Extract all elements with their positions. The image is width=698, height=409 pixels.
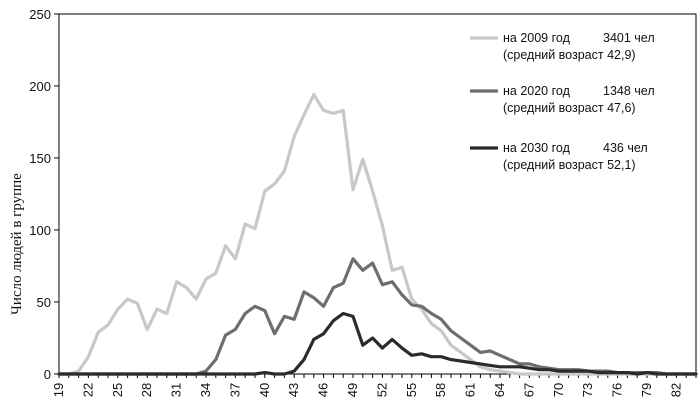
x-tick-label: 25 <box>110 383 125 397</box>
plot-frame <box>58 13 697 375</box>
y-axis-label: Число людей в группе <box>9 173 25 315</box>
x-tick-label: 61 <box>463 383 478 397</box>
legend-name-1: на 2009 год <box>503 31 571 45</box>
x-tick-label: 76 <box>610 383 625 397</box>
legend-mean-age-1: (средний возраст 42,9) <box>503 48 636 62</box>
legend-mean-age-2: (средний возраст 47,6) <box>503 101 636 115</box>
y-tick-label: 250 <box>29 7 51 22</box>
x-tick-label: 49 <box>345 383 360 397</box>
x-tick-label: 73 <box>580 383 595 397</box>
x-tick-label: 58 <box>433 383 448 397</box>
y-tick-label: 100 <box>29 223 51 238</box>
x-tick-label: 67 <box>521 383 536 397</box>
x-tick-label: 34 <box>198 383 213 397</box>
legend-name-3: на 2030 год <box>503 141 571 155</box>
x-tick-label: 82 <box>668 383 683 397</box>
x-tick-label: 22 <box>80 383 95 397</box>
x-tick-label: 46 <box>316 383 331 397</box>
x-tick-label: 31 <box>169 383 184 397</box>
x-tick-label: 64 <box>492 383 507 397</box>
x-axis: 19 22 25 28 31 34 37 40 43 46 49 52 55 58 61 64 67 70 73 76… <box>51 374 697 397</box>
x-tick-label: 37 <box>227 383 242 397</box>
legend: на 2009 год 3401 чел (средний возраст 42,9… <box>470 31 655 172</box>
legend-total-1: 3401 чел <box>603 31 655 45</box>
y-tick-label: 150 <box>29 151 51 166</box>
y-tick-label: 50 <box>37 295 51 310</box>
x-tick-label: 79 <box>639 383 654 397</box>
x-tick-label: 70 <box>551 383 566 397</box>
x-tick-label: 43 <box>286 383 301 397</box>
x-tick-label: 28 <box>139 383 154 397</box>
series-line-3 <box>57 311 698 376</box>
y-tick-label: 0 <box>44 367 51 382</box>
plot-border <box>58 13 697 375</box>
legend-total-3: 436 чел <box>603 141 648 155</box>
y-axis: 0 50 100 150 200 250 <box>29 7 59 382</box>
series-line-1 <box>57 92 698 376</box>
x-tick-label: 40 <box>257 383 272 397</box>
series-layer <box>57 92 698 376</box>
x-tick-label: 52 <box>374 383 389 397</box>
x-tick-label: 55 <box>404 383 419 397</box>
legend-mean-age-3: (средний возраст 52,1) <box>503 158 636 172</box>
legend-total-2: 1348 чел <box>603 84 655 98</box>
x-tick-label: 19 <box>51 383 66 397</box>
legend-name-2: на 2020 год <box>503 84 571 98</box>
y-tick-label: 200 <box>29 79 51 94</box>
